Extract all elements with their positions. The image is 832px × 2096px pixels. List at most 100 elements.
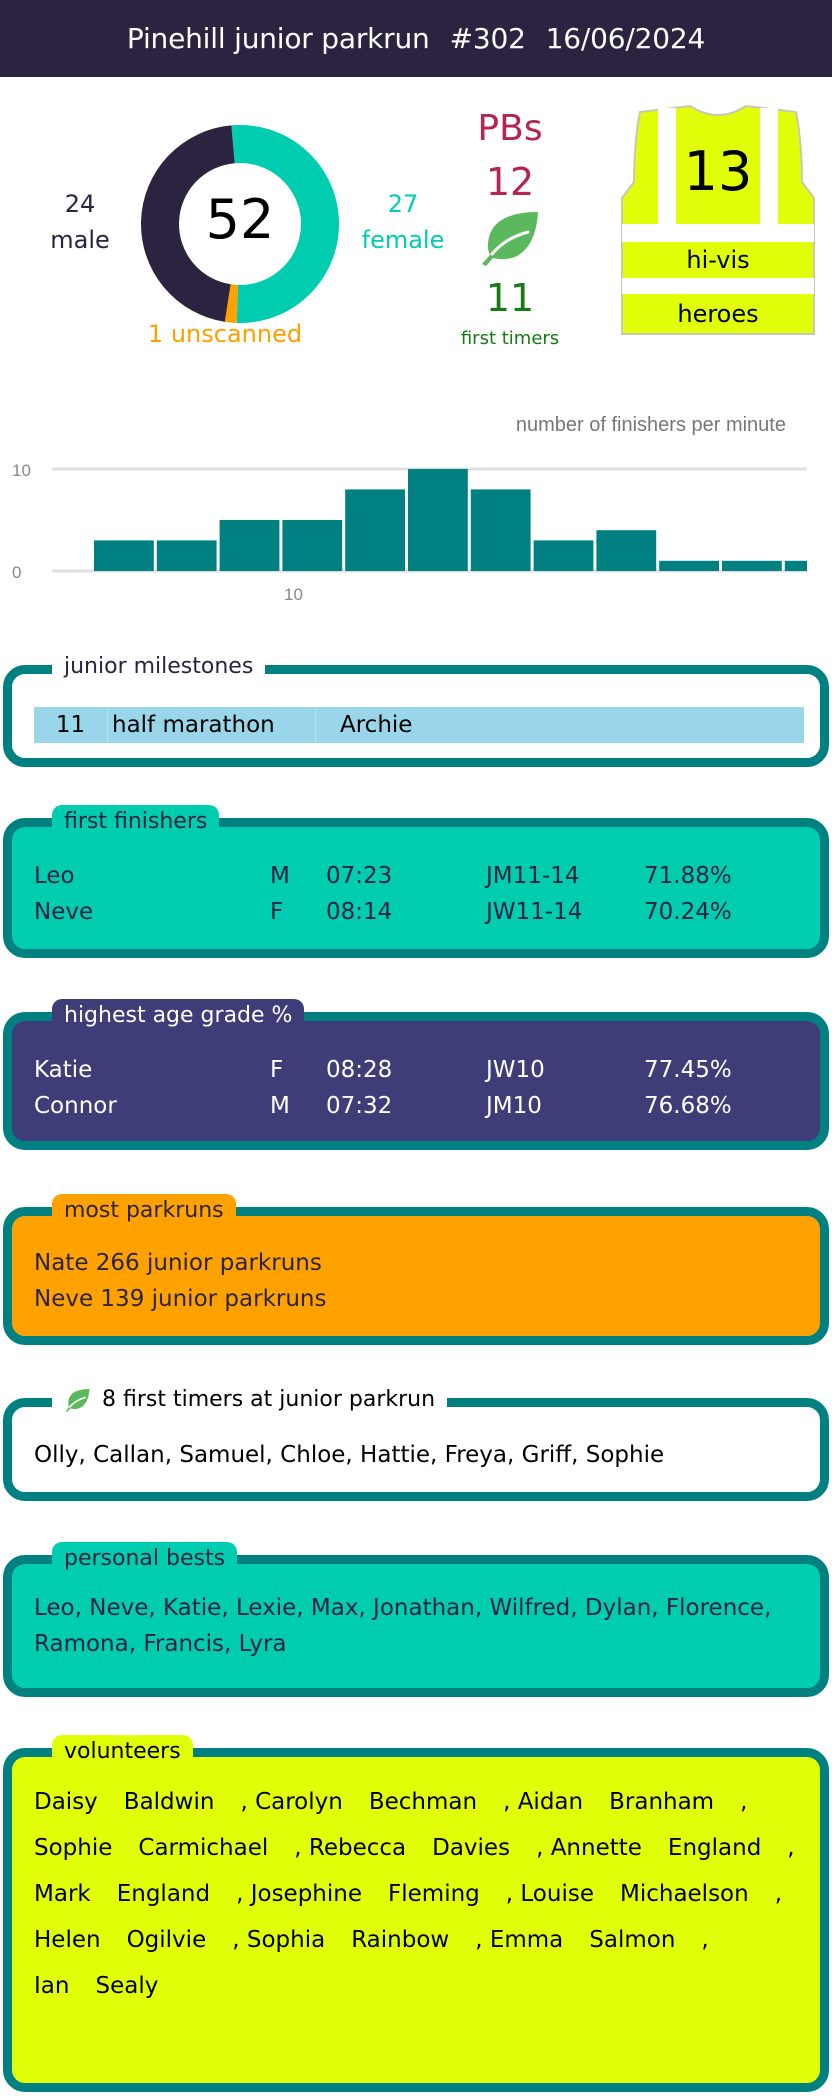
runner-time: 07:23 bbox=[326, 863, 393, 889]
histogram-bar bbox=[470, 489, 531, 571]
table-row: Connor M 07:32 JM10 76.68% bbox=[34, 1093, 744, 1129]
first-timers-title: 8 first timers at junior parkrun bbox=[102, 1387, 436, 1412]
volunteers-list: Daisy Baldwin, Carolyn Bechman, Aidan Branh… bbox=[34, 1779, 824, 2009]
chart-title: number of finishers per minute bbox=[515, 414, 786, 436]
volunteer-name: Louise Michaelson, bbox=[520, 1881, 783, 1907]
female-label: female bbox=[361, 226, 445, 254]
runner-sex: F bbox=[270, 1057, 284, 1083]
vest-label-line1: hi-vis bbox=[686, 246, 750, 274]
histogram-bar bbox=[533, 540, 594, 571]
first-timers-title-wrap: 8 first timers at junior parkrun bbox=[52, 1383, 448, 1417]
hi-vis-vest-icon bbox=[621, 104, 815, 335]
volunteer-name: Helen Ogilvie, bbox=[34, 1927, 240, 1953]
male-label: male bbox=[50, 226, 110, 254]
first-timers-names: Olly, Callan, Samuel, Chloe, Hattie, Fre… bbox=[34, 1442, 665, 1468]
runner-name: Katie bbox=[34, 1057, 93, 1083]
runner-category: JW11-14 bbox=[486, 899, 583, 925]
volunteers-count: 13 bbox=[683, 140, 753, 203]
junior-milestones-panel: junior milestones 11 half marathon Archi… bbox=[3, 650, 829, 767]
runner-sex: M bbox=[270, 863, 290, 889]
runner-time: 08:28 bbox=[326, 1057, 393, 1083]
pbs-title: PBs bbox=[477, 108, 543, 149]
runner-age-grade: 77.45% bbox=[644, 1057, 732, 1083]
most-parkruns-panel: most parkruns Nate 266 junior parkruns N… bbox=[3, 1194, 829, 1345]
volunteer-name: Sophia Rainbow, bbox=[246, 1927, 483, 1953]
runner-category: JM11-14 bbox=[486, 863, 580, 889]
volunteer-name: Emma Salmon, bbox=[489, 1927, 709, 1953]
first-timers-panel: 8 first timers at junior parkrun Olly, C… bbox=[3, 1383, 829, 1501]
runner-time: 08:14 bbox=[326, 899, 393, 925]
female-count: 27 bbox=[387, 190, 419, 218]
histogram-bar bbox=[94, 540, 154, 571]
histogram-bar bbox=[722, 560, 782, 571]
personal-bests-title: personal bests bbox=[52, 1542, 238, 1576]
most-parkruns-title: most parkruns bbox=[52, 1194, 236, 1228]
female-stat: 27 female bbox=[358, 186, 448, 258]
runner-sex: M bbox=[270, 1093, 290, 1119]
milestone-name: half marathon bbox=[108, 707, 316, 743]
runner-category: JW10 bbox=[486, 1057, 545, 1083]
male-stat: 24 male bbox=[40, 186, 120, 258]
page-header: Pinehill junior parkrun #302 16/06/2024 bbox=[0, 0, 832, 77]
runner-time: 07:32 bbox=[326, 1093, 393, 1119]
personal-bests-panel: personal bests Leo, Neve, Katie, Lexie, … bbox=[3, 1542, 829, 1697]
first-timers-count: 11 bbox=[485, 276, 535, 320]
vest-label-line2: heroes bbox=[677, 300, 759, 328]
volunteers-title: volunteers bbox=[52, 1735, 193, 1769]
histogram-bar bbox=[659, 560, 719, 571]
event-date: 16/06/2024 bbox=[545, 22, 706, 55]
highest-age-grade-panel: highest age grade % Katie F 08:28 JW10 7… bbox=[3, 999, 829, 1150]
table-row: Leo M 07:23 JM11-14 71.88% bbox=[34, 863, 744, 899]
list-item: Nate 266 junior parkruns bbox=[34, 1250, 322, 1276]
ytick-10: 10 bbox=[12, 461, 31, 480]
histogram-bar bbox=[784, 560, 807, 571]
runner-name: Neve bbox=[34, 899, 94, 925]
personal-bests-names: Leo, Neve, Katie, Lexie, Max, Jonathan, … bbox=[34, 1595, 772, 1657]
volunteer-name: Aidan Branham, bbox=[517, 1789, 748, 1815]
volunteer-name: Sophie Carmichael, bbox=[34, 1835, 302, 1861]
histogram-bar bbox=[345, 489, 405, 571]
volunteer-name: Carolyn Bechman, bbox=[255, 1789, 511, 1815]
event-number: #302 bbox=[449, 22, 526, 55]
volunteer-name: Josephine Fleming, bbox=[250, 1881, 514, 1907]
histogram-bar bbox=[282, 520, 343, 571]
unscanned-label: 1 unscanned bbox=[147, 320, 303, 348]
leaf-icon bbox=[65, 1388, 90, 1412]
pbs-count: 12 bbox=[485, 160, 535, 204]
ytick-0: 0 bbox=[12, 563, 21, 582]
unscanned-segment bbox=[224, 284, 239, 323]
first-timers-label: first timers bbox=[460, 328, 560, 349]
histogram-bar bbox=[408, 469, 468, 571]
volunteer-name: Rebecca Davies, bbox=[308, 1835, 544, 1861]
volunteer-name: Annette England, bbox=[550, 1835, 795, 1861]
list-item: Neve 139 junior parkruns bbox=[34, 1286, 327, 1312]
male-segment bbox=[141, 125, 236, 322]
histogram-bar bbox=[219, 520, 280, 571]
volunteers-panel: volunteers Daisy Baldwin, Carolyn Bechman,… bbox=[3, 1735, 829, 2092]
runner-name: Leo bbox=[34, 863, 75, 889]
runner-sex: F bbox=[270, 899, 284, 925]
table-row: Katie F 08:28 JW10 77.45% bbox=[34, 1057, 744, 1093]
xtick-10: 10 bbox=[284, 585, 303, 604]
junior-milestones-title: junior milestones bbox=[52, 650, 266, 684]
runner-age-grade: 70.24% bbox=[644, 899, 732, 925]
runner-age-grade: 71.88% bbox=[644, 863, 732, 889]
female-segment bbox=[231, 125, 339, 323]
highest-age-grade-title: highest age grade % bbox=[52, 999, 305, 1033]
volunteer-name: Ian Sealy bbox=[34, 1973, 159, 1999]
runner-age-grade: 76.68% bbox=[644, 1093, 732, 1119]
first-finishers-title: first finishers bbox=[52, 805, 220, 839]
volunteer-name: Mark England, bbox=[34, 1881, 244, 1907]
total-finishers: 52 bbox=[205, 188, 275, 251]
volunteer-name: Daisy Baldwin, bbox=[34, 1789, 248, 1815]
milestone-row: 11 half marathon Archie bbox=[34, 707, 804, 743]
event-name: Pinehill junior parkrun bbox=[126, 22, 430, 55]
table-row: Neve F 08:14 JW11-14 70.24% bbox=[34, 899, 744, 935]
histogram-bar bbox=[596, 530, 657, 571]
milestone-runner: Archie bbox=[340, 712, 413, 738]
male-count: 24 bbox=[64, 190, 96, 218]
leaf-icon bbox=[482, 212, 538, 266]
runner-name: Connor bbox=[34, 1093, 117, 1119]
runner-category: JM10 bbox=[486, 1093, 542, 1119]
histogram-bar bbox=[156, 540, 217, 571]
